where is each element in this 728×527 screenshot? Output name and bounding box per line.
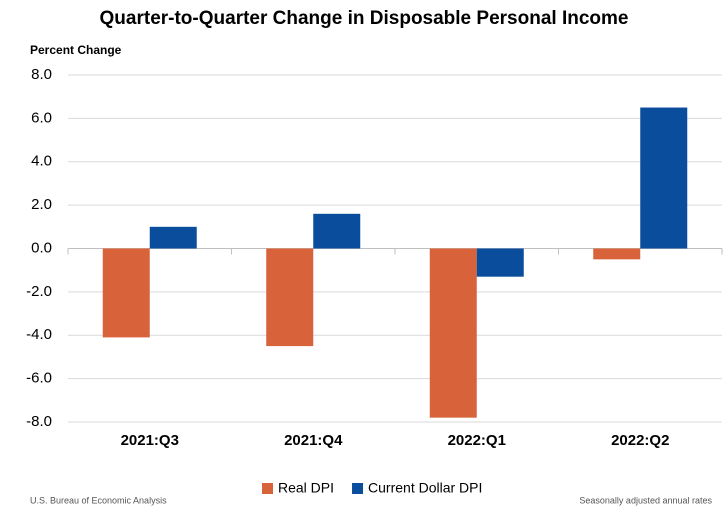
source-note: U.S. Bureau of Economic Analysis	[30, 495, 167, 505]
y-tick-label: -8.0	[26, 413, 52, 430]
legend-label: Real DPI	[278, 480, 334, 496]
bar	[593, 248, 641, 260]
legend-swatch	[262, 483, 273, 494]
x-tick-label: 2021:Q4	[284, 432, 343, 449]
bar	[640, 107, 688, 249]
y-tick-label: 0.0	[31, 239, 52, 256]
footnote: Seasonally adjusted annual rates	[579, 495, 712, 505]
bar	[313, 213, 361, 249]
y-tick-label: 2.0	[31, 196, 52, 213]
y-axis-label: Percent Change	[30, 43, 122, 57]
x-tick-label: 2022:Q2	[611, 432, 669, 449]
legend-label: Current Dollar DPI	[368, 480, 482, 496]
y-tick-label: 6.0	[31, 109, 52, 126]
y-tick-label: -4.0	[26, 326, 52, 343]
y-tick-label: 4.0	[31, 153, 52, 170]
bar	[476, 248, 524, 277]
bar	[102, 248, 150, 338]
chart-title: Quarter-to-Quarter Change in Disposable …	[100, 8, 629, 29]
legend-swatch	[352, 483, 364, 494]
bar	[429, 248, 477, 418]
x-tick-label: 2021:Q3	[121, 432, 179, 449]
bar	[266, 248, 314, 347]
y-tick-label: -6.0	[26, 370, 52, 387]
x-tick-label: 2022:Q1	[448, 432, 506, 449]
y-tick-label: -2.0	[26, 283, 52, 300]
y-tick-label: 8.0	[31, 66, 52, 83]
bar	[149, 226, 197, 249]
